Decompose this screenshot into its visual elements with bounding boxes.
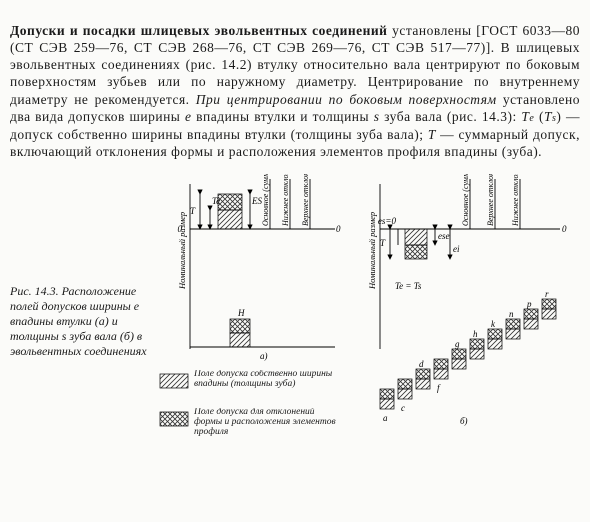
- dim-ei: ei: [453, 244, 460, 254]
- box-a-diag: [218, 210, 242, 229]
- note-a-2: Нижнее отклонение: [281, 174, 290, 227]
- axis-b-label: Номинальный размер: [367, 211, 377, 289]
- legend: Поле допуска собственно ширины впадины (…: [160, 370, 344, 452]
- ltr-n: n: [509, 309, 514, 319]
- ltr-h: h: [473, 329, 478, 339]
- sym-T: T: [428, 127, 436, 142]
- dim-T-a: T: [190, 206, 196, 216]
- para-t5: (: [534, 109, 544, 124]
- box-H: [230, 319, 250, 333]
- stair-group: a c d f g h k n p r: [380, 289, 556, 423]
- cap-e: e: [134, 299, 139, 313]
- subfig-b: Номинальный размер 0 T es=0 ese ei Основ…: [367, 174, 567, 426]
- ltr-f: f: [437, 383, 441, 393]
- cap-c4: зуба вала (: [66, 329, 123, 343]
- dim-ese: ese: [438, 231, 450, 241]
- figure-caption: Рис. 14.3. Расположение полей допусков ш…: [10, 174, 150, 464]
- ltr-r: r: [545, 289, 549, 299]
- es0: es=0: [378, 216, 397, 226]
- zero-a-l: 0: [178, 224, 183, 234]
- legend2-text: Поле допуска для отклонений формы и расп…: [194, 408, 344, 438]
- zero-b-r: 0: [562, 224, 567, 234]
- cap-c1: Рис. 14.3. Расположение полей допусков ш…: [10, 284, 136, 313]
- legend1-text: Поле допуска собственно ширины впадины (…: [194, 370, 344, 390]
- para-t4: зуба вала (рис. 14.3):: [379, 109, 521, 124]
- box-a-cross: [218, 194, 242, 210]
- para-lead: Допуски и посадки шлицевых эвольвентных …: [10, 23, 387, 38]
- para-t3: впадины втулки и толщины: [192, 109, 374, 124]
- ltr-p: p: [526, 299, 532, 309]
- dim-Te-a: Te: [212, 196, 220, 206]
- box-H2: [230, 333, 250, 347]
- ltr-a: a: [383, 413, 388, 423]
- diagram-svg: Номинальный размер 0 0 T Te ES Основное …: [150, 174, 570, 464]
- zero-a-r: 0: [336, 224, 341, 234]
- subfig-a: Номинальный размер 0 0 T Te ES Основное …: [177, 174, 341, 361]
- ltr-g: g: [455, 339, 460, 349]
- legend-swatch-2: [160, 412, 188, 426]
- Te-eq-Ts: Te = Ts: [395, 281, 422, 291]
- diagrams-wrap: Номинальный размер 0 0 T Te ES Основное …: [150, 174, 580, 464]
- sub-a: а): [260, 351, 268, 361]
- ltr-c: c: [401, 403, 405, 413]
- note-a-3: Верхнее отклонение: [301, 174, 310, 226]
- box-b-diag: [405, 229, 427, 245]
- note-b-3: Нижнее отклонение: [511, 174, 520, 227]
- ltr-k: k: [491, 319, 496, 329]
- note-b-1: Основное (суммарное) отклонение: [461, 174, 470, 226]
- dim-T-b: T: [380, 238, 386, 248]
- cap-c2: впадины втулки (: [10, 314, 99, 328]
- ltr-d: d: [419, 359, 424, 369]
- sub-b: б): [460, 416, 468, 426]
- box-b-cross: [405, 245, 427, 259]
- figure-block: Рис. 14.3. Расположение полей допусков ш…: [10, 174, 580, 464]
- legend-swatch-1: [160, 374, 188, 388]
- note-a-1: Основное (суммарное) отклонение EI=0: [261, 174, 270, 226]
- letter-H: H: [237, 308, 245, 318]
- body-paragraph: Допуски и посадки шлицевых эвольвентных …: [10, 22, 580, 161]
- para-ital: При центрировании по боковым поверхностя…: [196, 92, 497, 107]
- sym-Ts: T: [544, 109, 552, 124]
- note-b-2: Верхнее отклонение: [486, 174, 495, 226]
